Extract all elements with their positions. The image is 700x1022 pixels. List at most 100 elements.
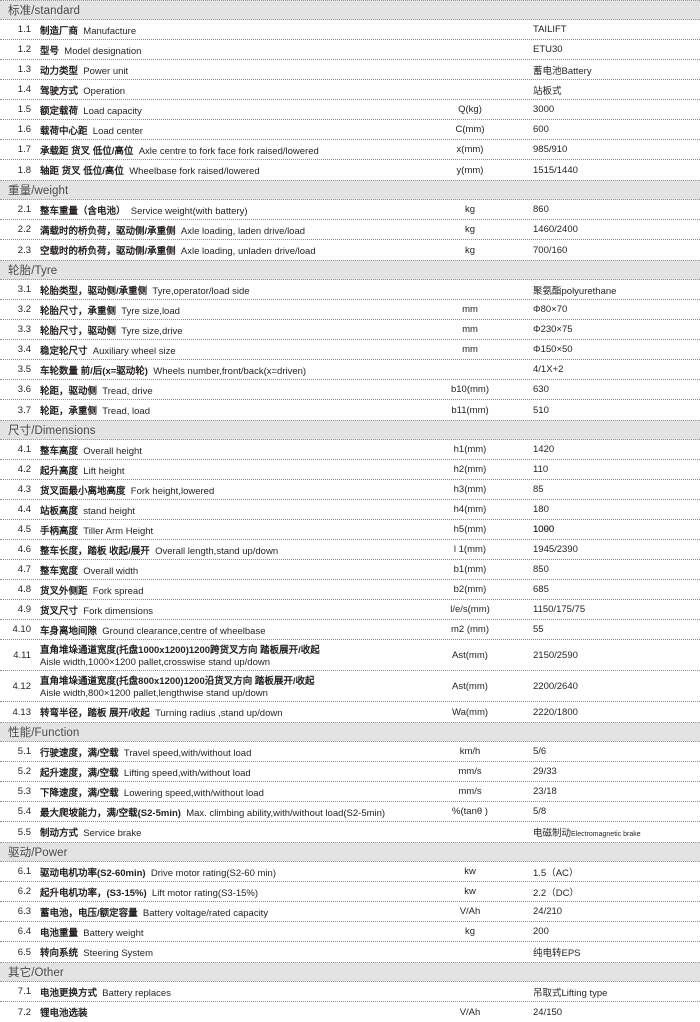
description-cn: 货叉尺寸	[40, 605, 79, 617]
row-description: 车轮数量 前/后(x=驱动轮) Wheels number,front/back…	[40, 363, 415, 377]
row-index: 1.8	[17, 164, 31, 176]
description-en: Ground clearance,centre of wheelbase	[102, 625, 266, 637]
table-row: 6.4 电池重量 Battery weight kg 200	[0, 922, 700, 942]
row-unit: Q(kg)	[458, 104, 482, 115]
row-unit: h1(mm)	[453, 444, 487, 455]
description-en: Fork height,lowered	[130, 485, 215, 497]
value-text: 2150/2590	[533, 649, 578, 661]
row-unit: kg	[464, 244, 476, 256]
row-unit: mm/s	[458, 766, 482, 777]
table-row: 6.2 起升电机功率，(S3-15%) Lift motor rating(S3-…	[0, 882, 700, 902]
row-description: 直角堆垛通道宽度(托盘1000x1200)1200跨货叉方向 踏板展开/收起 Ai…	[40, 642, 415, 668]
description-cn: 车轮数量 前/后(x=驱动轮)	[40, 365, 148, 377]
row-description: 型号 Model designation	[40, 43, 415, 57]
table-row: 4.4 站板高度 stand height h4(mm) 180	[0, 500, 700, 520]
table-row: 3.5 车轮数量 前/后(x=驱动轮) Wheels number,front/b…	[0, 360, 700, 380]
value-text: 685	[533, 584, 549, 595]
value-text: 1945/2390	[533, 544, 578, 555]
section-header: 驱动/Power	[0, 842, 700, 862]
section-header: 尺寸/Dimensions	[0, 420, 700, 440]
row-index: 3.7	[17, 404, 31, 416]
table-row: 4.13 转弯半径，踏板 展开/收起 Turning radius ,stand …	[0, 702, 700, 722]
row-value: 1515/1440	[525, 165, 700, 176]
value-text: 85	[533, 484, 544, 495]
description-cn: 起升速度，满/空载	[40, 767, 119, 779]
row-value: 85	[525, 484, 700, 495]
description-en: Axle loading, laden drive/load	[180, 225, 306, 237]
description-en: Battery weight	[83, 927, 144, 939]
row-description: 轮距，驱动侧 Tread, drive	[40, 383, 415, 397]
value-text-en: Electromagnetic brake	[571, 831, 641, 838]
table-row: 1.4 驾驶方式 Operation 站板式	[0, 80, 700, 100]
row-index: 4.11	[13, 649, 31, 661]
description-en: Tyre,operator/load side	[152, 285, 250, 297]
row-description: 满载时的桥负荷，驱动侧/承重侧 Axle loading, laden driv…	[40, 223, 415, 237]
value-overlapping: 100010001090	[533, 524, 554, 535]
value-text: Φ230×75	[533, 324, 573, 335]
description-cn: 站板高度	[40, 505, 79, 517]
row-index: 3.2	[17, 304, 31, 315]
row-index: 2.1	[17, 204, 31, 215]
description-en: Wheelbase fork raised/lowered	[129, 166, 260, 177]
row-description: 电池更换方式 Battery replaces	[40, 985, 415, 999]
row-description: 车身离地间隙 Ground clearance,centre of wheelb…	[40, 623, 415, 637]
value-primary: 1000	[533, 524, 555, 535]
description-en: Lifting speed,with/without load	[123, 767, 251, 779]
row-description: 制造厂商 Manufacture	[40, 23, 415, 37]
description-en: Axle centre to fork face fork raised/low…	[138, 145, 319, 157]
description-cn: 型号	[40, 45, 60, 57]
row-index: 5.2	[17, 766, 31, 777]
value-text: 23/18	[533, 786, 557, 797]
row-description: 轴距 货叉 低位/高位 Wheelbase fork raised/lowere…	[40, 163, 415, 177]
row-index: 2.3	[17, 244, 31, 256]
row-index: 7.1	[17, 986, 31, 997]
description-cn: 承载距 货叉 低位/高位	[40, 145, 134, 157]
row-description: 稳定轮尺寸 Auxiliary wheel size	[40, 343, 415, 357]
row-description: 轮胎尺寸，承重侧 Tyre size,load	[40, 303, 415, 317]
value-text: 4/1X+2	[533, 364, 564, 375]
row-description: 转向系统 Steering System	[40, 945, 415, 959]
table-row: 4.10 车身离地间隙 Ground clearance,centre of wh…	[0, 620, 700, 640]
value-text: 55	[533, 624, 544, 635]
row-description: 动力类型 Power unit	[40, 63, 415, 77]
row-index: 1.2	[17, 44, 31, 55]
row-description: 起升电机功率，(S3-15%) Lift motor rating(S3-15%…	[40, 885, 415, 899]
row-unit: b2(mm)	[453, 584, 487, 595]
table-row: 7.2 锂电池选装 V/Ah 24/150	[0, 1002, 700, 1022]
row-description: 整车高度 Overall height	[40, 443, 415, 457]
description-cn: 驱动电机功率(S2-60min)	[40, 867, 146, 879]
description-en: Turning radius ,stand up/down	[155, 708, 283, 719]
row-unit: kw	[464, 866, 476, 877]
description-en: Lift motor rating(S3-15%)	[151, 887, 259, 899]
row-index: 1.5	[17, 104, 31, 115]
row-index: 1.6	[17, 124, 31, 135]
description-cn: 行驶速度，满/空载	[40, 747, 119, 759]
row-unit: b1(mm)	[453, 564, 487, 575]
value-text: 29/33	[533, 766, 557, 777]
description-en: Battery replaces	[102, 987, 171, 999]
row-value: 1150/175/75	[525, 604, 700, 615]
row-value: 2200/2640	[525, 681, 700, 692]
row-index: 6.1	[17, 866, 31, 877]
table-row: 3.6 轮距，驱动侧 Tread, drive b10(mm) 630	[0, 380, 700, 400]
description-en: Aisle width,800×1200 pallet,lengthwise s…	[40, 688, 268, 699]
row-description: 蓄电池，电压/额定容量 Battery voltage/rated capaci…	[40, 905, 415, 919]
row-value: 吊取式Lifting type	[525, 985, 700, 999]
value-text: 5/8	[533, 806, 547, 817]
row-unit: mm/s	[458, 786, 482, 797]
row-index: 4.9	[17, 604, 31, 615]
value-text: 24/150	[533, 1006, 563, 1018]
value-text: 站板式	[533, 85, 562, 97]
description-cn: 额定载荷	[40, 105, 79, 117]
row-value: 850	[525, 564, 700, 575]
row-unit: V/Ah	[459, 906, 481, 917]
row-unit: h2(mm)	[453, 464, 487, 475]
description-en: Battery voltage/rated capacity	[142, 907, 269, 919]
table-row: 1.8 轴距 货叉 低位/高位 Wheelbase fork raised/low…	[0, 160, 700, 180]
description-cn: 轮距，承重侧	[40, 406, 98, 417]
row-value: 5/6	[525, 746, 700, 757]
row-value: 110	[525, 464, 700, 475]
row-description: 锂电池选装	[40, 1005, 415, 1019]
table-row: 5.3 下降速度，满/空载 Lowering speed,with/without…	[0, 782, 700, 802]
table-row: 3.1 轮胎类型，驱动侧/承重侧 Tyre,operator/load side 聚…	[0, 280, 700, 300]
